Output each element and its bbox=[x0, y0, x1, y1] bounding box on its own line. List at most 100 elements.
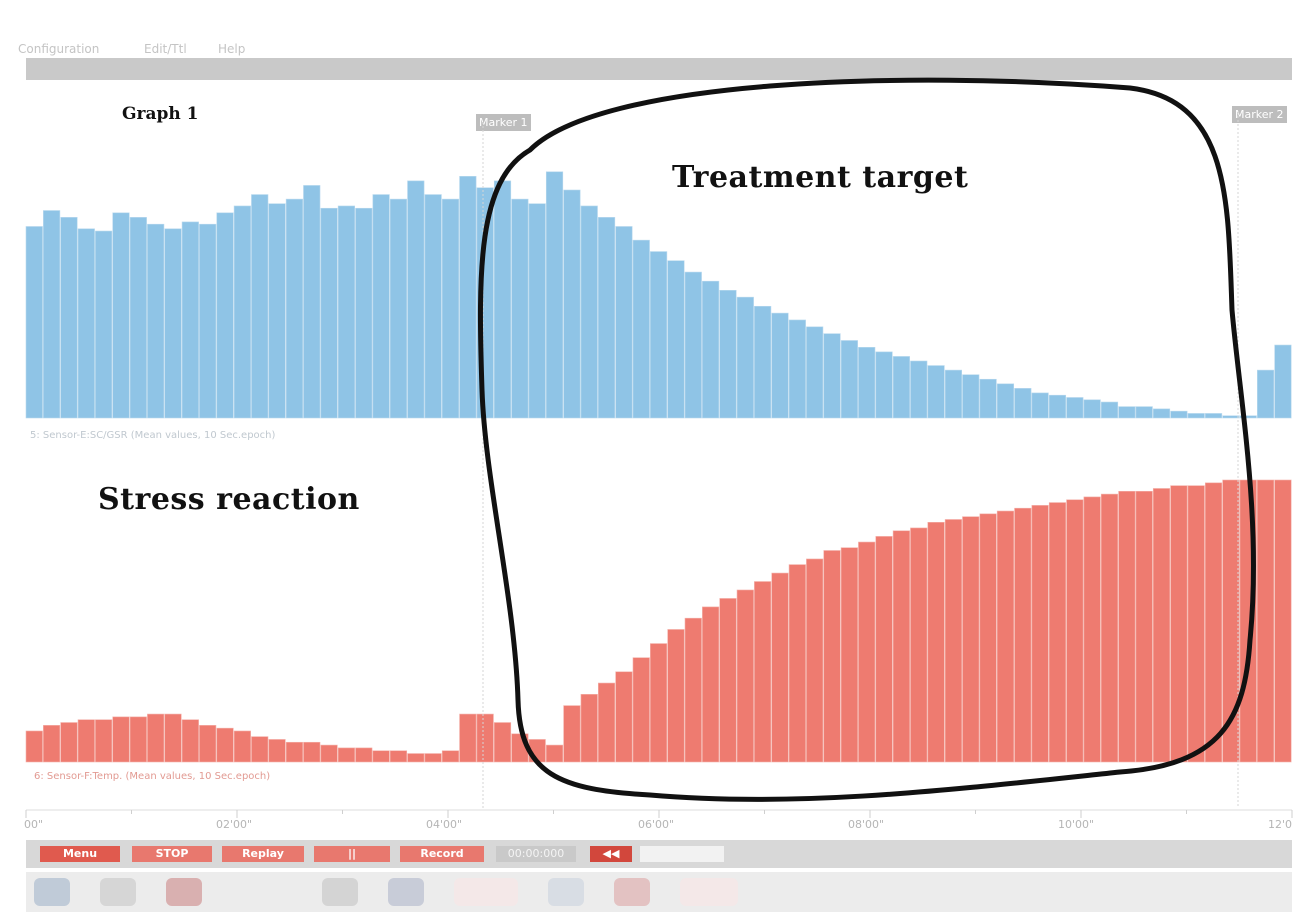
gsr-bar bbox=[320, 207, 338, 419]
x-tick-label: 08'00" bbox=[848, 818, 885, 831]
record-button[interactable]: Record bbox=[400, 846, 484, 862]
gsr-bar bbox=[1066, 397, 1084, 419]
rewind-button[interactable]: ◀◀ bbox=[590, 846, 632, 862]
temp-bar bbox=[95, 719, 113, 763]
menu-item-help[interactable]: Help bbox=[218, 42, 246, 56]
menu-item-configuration[interactable]: Configuration bbox=[18, 42, 100, 56]
toolbar-strip bbox=[26, 58, 1292, 80]
app-icon[interactable] bbox=[548, 878, 584, 906]
gsr-bar bbox=[719, 290, 737, 419]
gsr-bar bbox=[1100, 401, 1119, 419]
temp-bar bbox=[875, 536, 893, 763]
app-icon[interactable] bbox=[322, 878, 358, 906]
temp-bar bbox=[702, 606, 720, 763]
gsr-bar bbox=[95, 230, 113, 419]
temp-bar bbox=[77, 719, 95, 763]
gsr-bar bbox=[1083, 399, 1101, 419]
temp-bar bbox=[944, 519, 962, 763]
menu-item-edit[interactable]: Edit/Ttl bbox=[144, 42, 187, 56]
gsr-bar bbox=[372, 194, 390, 419]
gsr-bar bbox=[788, 319, 806, 419]
gsr-bar bbox=[164, 228, 182, 419]
temp-bar bbox=[303, 741, 321, 763]
gsr-bar bbox=[1031, 392, 1049, 419]
replay-button[interactable]: Replay bbox=[222, 846, 304, 862]
x-axis-ticks bbox=[25, 810, 1293, 818]
gsr-bar bbox=[511, 198, 529, 419]
temp-bar bbox=[1204, 482, 1223, 763]
temp-bar bbox=[927, 521, 945, 763]
temp-bar bbox=[910, 527, 928, 763]
temp-bar bbox=[1170, 485, 1188, 763]
gsr-bar bbox=[858, 347, 876, 419]
gsr-bar bbox=[251, 194, 269, 419]
temp-bar bbox=[268, 739, 286, 763]
temp-bar bbox=[1222, 479, 1240, 763]
gsr-bar bbox=[996, 383, 1015, 419]
temp-bar bbox=[164, 713, 182, 763]
gsr-bar bbox=[1135, 406, 1153, 419]
gsr-bar bbox=[736, 296, 754, 419]
temp-bar bbox=[1100, 493, 1119, 763]
temp-bar bbox=[858, 541, 876, 763]
temp-bar bbox=[632, 657, 650, 763]
browser-icon[interactable] bbox=[388, 878, 424, 906]
temp-bar bbox=[892, 530, 910, 763]
temp-bar bbox=[459, 713, 477, 763]
temp-bar bbox=[563, 705, 581, 763]
gsr-bar bbox=[632, 239, 650, 419]
pause-button[interactable]: || bbox=[314, 846, 390, 862]
gsr-bar bbox=[667, 260, 685, 419]
temp-bar bbox=[684, 617, 702, 763]
temp-bar bbox=[199, 725, 217, 763]
x-tick-label: 02'00" bbox=[216, 818, 253, 831]
folder-icon[interactable] bbox=[100, 878, 136, 906]
temp-bar bbox=[129, 716, 147, 763]
gsr-bar bbox=[60, 217, 78, 419]
temp-bar bbox=[1014, 507, 1032, 763]
treatment-target-annotation: Treatment target bbox=[672, 160, 969, 195]
temp-bar bbox=[667, 629, 685, 763]
gsr-bar bbox=[1152, 408, 1171, 419]
gsr-bar bbox=[303, 185, 321, 419]
gsr-bar bbox=[806, 326, 824, 419]
marker-2-label[interactable]: Marker 2 bbox=[1232, 106, 1287, 123]
temp-bar bbox=[806, 558, 824, 763]
gsr-bar bbox=[424, 194, 442, 419]
temp-bar bbox=[285, 741, 303, 763]
temp-bar bbox=[233, 730, 251, 763]
gsr-bar bbox=[77, 228, 95, 419]
temp-series-label: 6: Sensor-F:Temp. (Mean values, 10 Sec.e… bbox=[34, 771, 271, 782]
marker-1-label[interactable]: Marker 1 bbox=[476, 114, 531, 131]
temp-bar bbox=[407, 753, 425, 763]
temp-bar bbox=[320, 744, 338, 763]
gsr-bar bbox=[112, 212, 130, 419]
temp-bar bbox=[1118, 490, 1136, 763]
gsr-bar bbox=[1048, 394, 1067, 419]
stop-button[interactable]: STOP bbox=[132, 846, 212, 862]
app-icon[interactable] bbox=[614, 878, 650, 906]
gsr-bar bbox=[754, 305, 772, 419]
start-icon[interactable] bbox=[34, 878, 70, 906]
menu-button[interactable]: Menu bbox=[40, 846, 120, 862]
gsr-bar bbox=[389, 198, 408, 419]
temp-bar bbox=[1031, 505, 1049, 763]
gsr-bar bbox=[684, 271, 702, 419]
app-icon[interactable] bbox=[166, 878, 202, 906]
temp-bar-series bbox=[25, 479, 1292, 763]
gsr-bar bbox=[233, 205, 251, 419]
gsr-bar bbox=[285, 198, 303, 419]
gsr-bar bbox=[43, 210, 61, 419]
biofeedback-app-icon[interactable] bbox=[454, 878, 518, 906]
temp-bar bbox=[823, 550, 841, 763]
temp-bar bbox=[1152, 488, 1171, 763]
gsr-bar bbox=[1222, 415, 1240, 419]
speed-slider[interactable] bbox=[640, 846, 724, 862]
time-display: 00:00:000 bbox=[496, 846, 576, 862]
gsr-bar bbox=[528, 203, 546, 419]
temp-bar bbox=[251, 736, 269, 763]
biofeedback-app-icon[interactable] bbox=[680, 878, 738, 906]
gsr-bar bbox=[702, 280, 720, 419]
gsr-bar bbox=[129, 217, 147, 419]
